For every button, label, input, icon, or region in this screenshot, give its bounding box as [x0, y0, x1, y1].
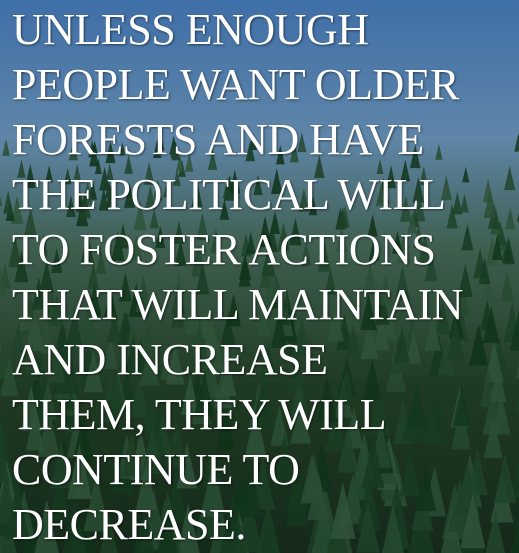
quote-line: TO FOSTER ACTIONS: [12, 222, 463, 277]
screenshot: UNLESS ENOUGHPEOPLE WANT OLDERFORESTS AN…: [0, 0, 519, 553]
quote-line: THEM, THEY WILL: [12, 387, 463, 442]
quote-line: UNLESS ENOUGH: [12, 2, 463, 57]
quote-line: AND INCREASE: [12, 332, 463, 387]
quote-line: THE POLITICAL WILL: [12, 167, 463, 222]
quote-line: FORESTS AND HAVE: [12, 112, 463, 167]
quote-line: CONTINUE TO: [12, 442, 463, 497]
quote-line: DECREASE.: [12, 497, 463, 552]
quote-line: THAT WILL MAINTAIN: [12, 277, 463, 332]
quote-line: PEOPLE WANT OLDER: [12, 57, 463, 112]
quote-text: UNLESS ENOUGHPEOPLE WANT OLDERFORESTS AN…: [12, 2, 463, 552]
